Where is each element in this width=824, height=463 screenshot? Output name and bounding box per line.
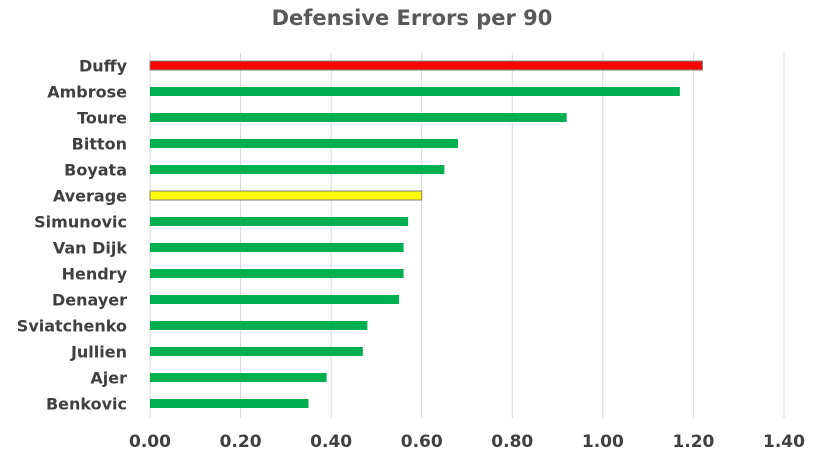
x-tick-label: 0.40 xyxy=(310,432,352,452)
x-tick-label: 1.40 xyxy=(763,432,805,452)
x-tick-label: 0.80 xyxy=(491,432,533,452)
bar xyxy=(150,269,404,278)
bar xyxy=(150,165,445,174)
category-label: Ajer xyxy=(90,369,127,388)
category-label: Boyata xyxy=(64,161,127,180)
x-tick-label: 0.00 xyxy=(129,432,171,452)
bar xyxy=(150,373,327,382)
category-label: Ambrose xyxy=(47,83,127,102)
bar xyxy=(150,217,409,226)
bar xyxy=(150,87,680,96)
category-label: Denayer xyxy=(52,291,127,310)
x-tick-label: 0.60 xyxy=(401,432,443,452)
x-tick-label: 0.20 xyxy=(220,432,262,452)
category-label: Sviatchenko xyxy=(17,317,127,336)
bar xyxy=(149,60,703,71)
category-label: Van Dijk xyxy=(53,239,128,258)
category-label: Jullien xyxy=(70,343,127,362)
category-label: Average xyxy=(53,187,127,206)
chart-title: Defensive Errors per 90 xyxy=(271,6,553,30)
bar xyxy=(150,321,368,330)
x-tick-label: 1.00 xyxy=(582,432,624,452)
bar xyxy=(150,347,363,356)
bar xyxy=(150,139,458,148)
category-label: Toure xyxy=(77,109,127,128)
category-label: Hendry xyxy=(62,265,128,284)
bar xyxy=(150,113,567,122)
x-tick-label: 1.20 xyxy=(672,432,714,452)
category-label: Benkovic xyxy=(46,395,127,414)
category-label: Bitton xyxy=(72,135,127,154)
category-label: Duffy xyxy=(79,57,128,76)
bar xyxy=(150,295,400,304)
bar xyxy=(150,399,309,408)
bar xyxy=(150,243,404,252)
category-label: Simunovic xyxy=(34,213,127,232)
bar xyxy=(149,190,423,201)
